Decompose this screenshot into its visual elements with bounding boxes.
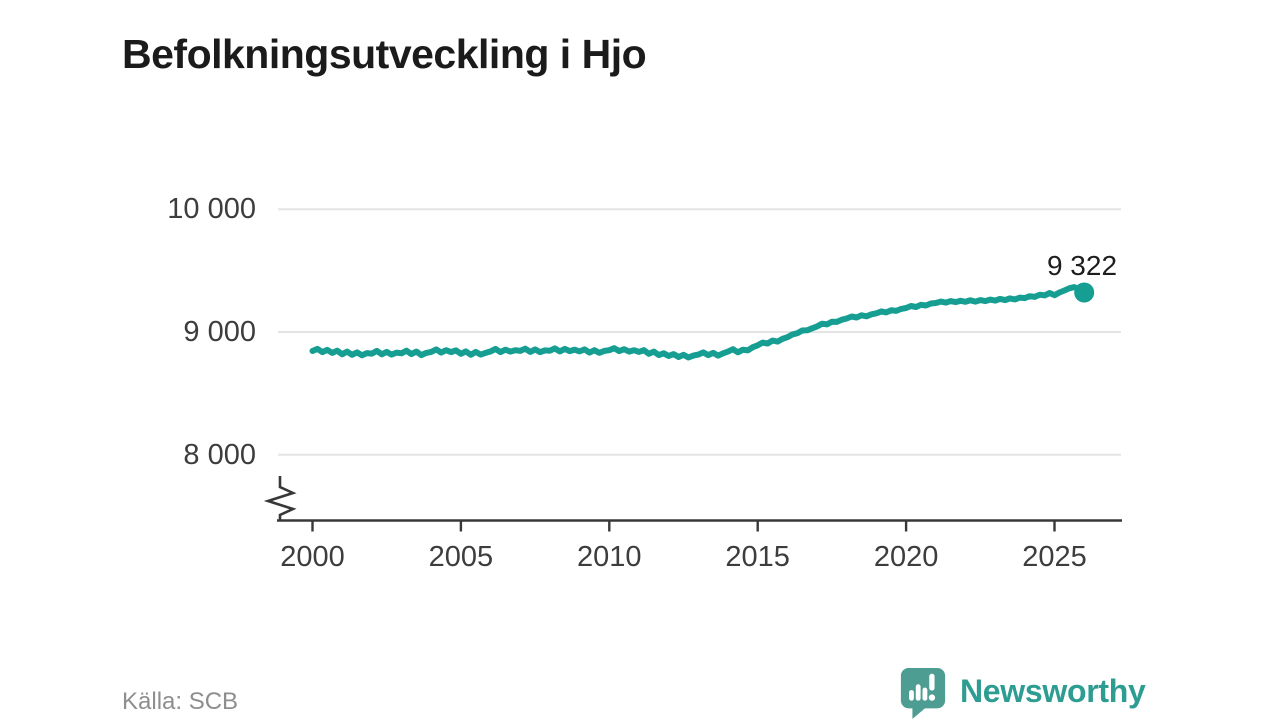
x-tick-label: 2015 — [725, 541, 790, 573]
source-note: Källa: SCB — [122, 688, 239, 715]
x-tick-label: 2010 — [577, 541, 642, 573]
chart-title: Befolkningsutveckling i Hjo — [122, 31, 647, 78]
population-line — [309, 284, 1088, 361]
latest-value-label: 9 322 — [1046, 250, 1118, 281]
y-tick-label: 10 000 — [167, 193, 256, 226]
x-tick-label: 2025 — [1022, 541, 1087, 573]
newsworthy-logo-icon — [900, 667, 946, 719]
y-tick-label: 8 000 — [183, 438, 256, 471]
x-tick-label: 2005 — [428, 541, 494, 573]
x-tick-label: 2020 — [873, 541, 939, 573]
brand-name: Newsworthy — [960, 673, 1146, 709]
axis-break-icon — [263, 476, 297, 520]
y-tick-label: 9 000 — [183, 316, 256, 348]
newsworthy-branding: Newsworthy — [898, 663, 1188, 720]
end-dot — [1074, 282, 1095, 303]
x-tick-label: 2000 — [280, 541, 345, 573]
